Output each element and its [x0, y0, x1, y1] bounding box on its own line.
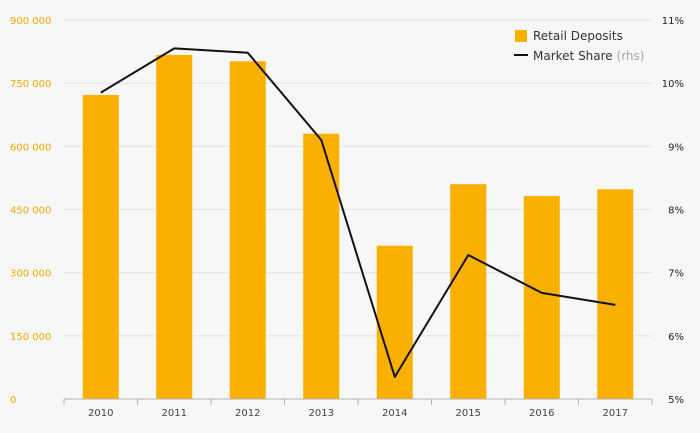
x-tick-label: 2010 [88, 408, 113, 419]
gridlines [64, 19, 652, 337]
line-series [100, 47, 616, 378]
x-tick-label: 2015 [456, 408, 481, 419]
bar-series [82, 54, 634, 400]
legend-label-rhs-suffix: (rhs) [617, 49, 645, 63]
x-tick-label: 2012 [235, 408, 260, 419]
right-axis-ticks: 5% 6% 7% 8% 9% 10% 11% [662, 16, 684, 406]
y-right-tick-label: 11% [662, 16, 684, 27]
y-left-tick-label: 750 000 [10, 79, 51, 90]
legend-label-market-share: Market Share (rhs) [533, 49, 644, 63]
bar-2011 [156, 54, 193, 400]
bar-2015 [450, 184, 487, 399]
bar-2010 [82, 94, 119, 400]
bar-2012 [229, 61, 266, 399]
y-right-tick-label: 9% [668, 142, 684, 153]
legend-swatch-retail-deposits [515, 30, 527, 42]
left-axis-ticks: 0 150 000 300 000 450 000 600 000 750 000 900 … [10, 16, 51, 406]
legend: Retail Deposits Market Share (rhs) [514, 29, 644, 63]
y-right-tick-label: 7% [668, 269, 684, 280]
y-left-tick-label: 900 000 [10, 16, 51, 27]
bar-2017 [597, 189, 634, 399]
y-left-tick-label: 300 000 [10, 269, 51, 280]
bar-2013 [303, 133, 340, 399]
y-right-tick-label: 10% [662, 79, 684, 90]
x-tick-label: 2017 [603, 408, 628, 419]
x-tick-label: 2016 [529, 408, 554, 419]
market-share-line [100, 47, 616, 378]
bar-2016 [523, 196, 560, 399]
y-left-tick-label: 150 000 [10, 332, 51, 343]
y-right-tick-label: 6% [668, 332, 684, 343]
y-left-tick-label: 0 [10, 395, 16, 406]
y-right-tick-label: 8% [668, 206, 684, 217]
legend-label-market-share-name: Market Share [533, 49, 613, 63]
y-left-tick-label: 600 000 [10, 142, 51, 153]
x-axis: 2010 2011 2012 2013 2014 2015 2016 2017 [63, 398, 653, 419]
y-left-tick-label: 450 000 [10, 206, 51, 217]
x-tick-label: 2013 [309, 408, 334, 419]
legend-label-retail-deposits: Retail Deposits [533, 29, 623, 43]
x-tick-label: 2014 [382, 408, 407, 419]
y-right-tick-label: 5% [668, 395, 684, 406]
x-tick-label: 2011 [162, 408, 187, 419]
